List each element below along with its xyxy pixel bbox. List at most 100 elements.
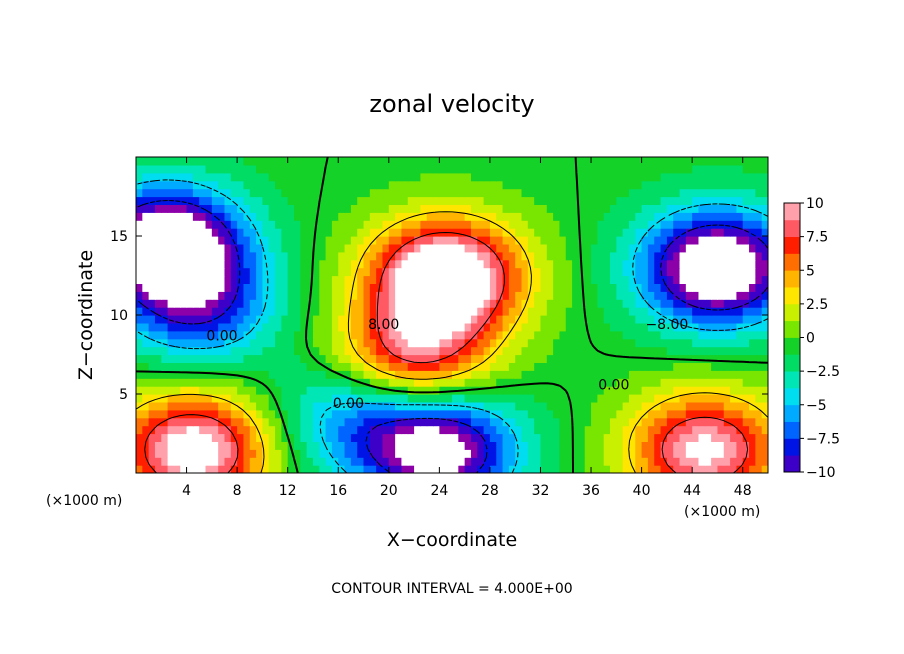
field-cell (521, 275, 529, 284)
field-cell (559, 299, 567, 308)
field-cell (521, 196, 529, 205)
colorbar-tick-label: 2.5 (806, 297, 828, 313)
field-cell (218, 212, 226, 221)
field-cell (331, 291, 339, 300)
field-cell (407, 315, 415, 324)
field-cell (477, 315, 485, 324)
field-cell (154, 243, 162, 253)
field-cell (717, 299, 725, 308)
field-cell (287, 346, 295, 356)
field-cell (161, 409, 169, 419)
field-cell (546, 417, 554, 427)
field-cell (622, 449, 630, 458)
field-cell (306, 417, 314, 427)
field-cell (237, 220, 245, 229)
field-cell (736, 346, 744, 356)
field-cell (445, 346, 453, 356)
field-cell (647, 425, 655, 435)
field-cell (477, 394, 485, 403)
field-cell (363, 307, 371, 316)
field-cell (603, 259, 611, 269)
field-cell (249, 362, 257, 371)
field-cell (445, 157, 453, 166)
field-cell (755, 315, 763, 324)
field-cell (300, 417, 308, 427)
field-cell (281, 236, 289, 245)
field-cell (572, 299, 579, 308)
field-cell (350, 251, 358, 261)
field-cell (483, 330, 491, 340)
field-cell (521, 236, 529, 245)
field-cell (477, 346, 485, 356)
field-cell (262, 164, 270, 174)
field-cell (388, 465, 396, 473)
field-cell (331, 307, 339, 316)
field-cell (666, 251, 674, 261)
field-cell (711, 212, 719, 221)
field-cell (287, 291, 295, 300)
field-cell (603, 188, 611, 198)
field-cell (622, 370, 630, 379)
field-cell (452, 433, 459, 442)
field-cell (218, 267, 226, 277)
field-cell (142, 307, 150, 316)
field-cell (578, 386, 586, 395)
field-cell (192, 283, 200, 292)
field-cell (306, 346, 314, 356)
field-cell (483, 465, 491, 473)
field-cell (553, 204, 561, 213)
field-cell (414, 315, 421, 324)
field-cell (540, 188, 548, 198)
field-cell (319, 425, 327, 435)
field-cell (211, 330, 219, 340)
field-cell (369, 259, 377, 269)
field-cell (211, 441, 219, 450)
field-cell (426, 172, 434, 182)
field-cell (167, 212, 175, 221)
field-cell (401, 267, 409, 277)
field-cell (350, 401, 358, 411)
field-cell (654, 172, 662, 182)
field-cell (268, 346, 276, 356)
field-cell (350, 425, 358, 435)
field-cell (230, 449, 238, 458)
field-cell (218, 196, 226, 205)
field-cell (603, 330, 611, 340)
field-cell (673, 433, 681, 442)
field-cell (388, 370, 396, 379)
field-cell (420, 449, 428, 458)
field-cell (199, 291, 207, 300)
field-cell (199, 157, 207, 166)
field-cell (692, 322, 700, 332)
field-cell (199, 441, 207, 450)
field-cell (723, 338, 731, 348)
field-cell (218, 409, 226, 419)
field-cell (616, 441, 624, 450)
field-cell (711, 417, 719, 427)
field-cell (666, 307, 674, 316)
field-cell (597, 401, 605, 411)
field-cell (730, 378, 737, 387)
field-cell (142, 378, 150, 387)
field-cell (426, 315, 434, 324)
field-cell (666, 164, 674, 174)
field-cell (546, 275, 554, 284)
field-cell (502, 346, 510, 356)
field-cell (363, 259, 371, 269)
field-cell (433, 299, 440, 308)
field-cell (496, 441, 504, 450)
field-cell (736, 378, 744, 387)
field-cell (730, 267, 737, 277)
field-cell (553, 164, 561, 174)
field-cell (654, 283, 662, 292)
field-cell (515, 212, 523, 221)
field-cell (224, 409, 232, 419)
field-cell (736, 425, 744, 435)
field-cell (256, 417, 263, 427)
field-cell (679, 291, 687, 300)
field-cell (489, 449, 497, 458)
field-cell (433, 441, 440, 450)
field-cell (723, 401, 731, 411)
field-cell (572, 291, 579, 300)
field-cell (559, 291, 567, 300)
